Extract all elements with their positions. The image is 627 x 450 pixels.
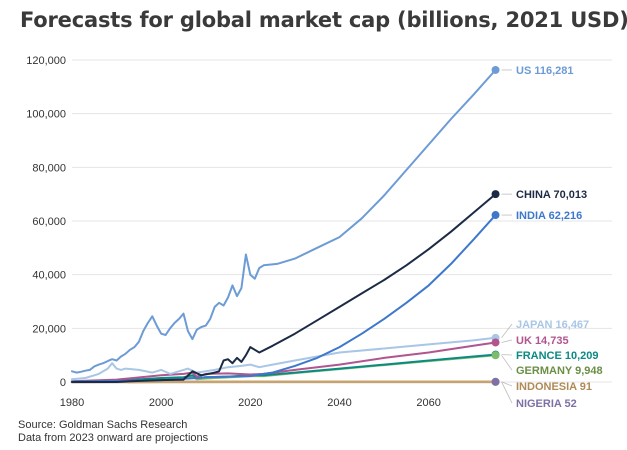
series-line-china (71, 193, 497, 383)
label-leader (501, 381, 513, 404)
y-tick-label: 80,000 (32, 162, 66, 174)
series-line-us (71, 69, 497, 374)
x-tick-label: 2040 (327, 397, 351, 409)
y-tick-label: 100,000 (26, 109, 66, 121)
end-marker-india (491, 211, 500, 220)
y-tick-label: 60,000 (32, 216, 66, 228)
label-leader (501, 381, 513, 387)
end-label-indonesia: INDONESIA 91 (516, 381, 592, 393)
end-marker-uk (491, 338, 500, 347)
x-tick-label: 1980 (60, 397, 84, 409)
chart-title: Forecasts for global market cap (billion… (20, 8, 627, 32)
end-marker-germany (491, 351, 500, 360)
label-leader (501, 323, 513, 339)
end-label-us: US 116,281 (516, 65, 574, 77)
y-tick-label: 120,000 (26, 55, 66, 67)
source-line: Source: Goldman Sachs Research (18, 419, 188, 431)
end-label-germany: GERMANY 9,948 (516, 365, 603, 377)
end-marker-china (491, 190, 500, 199)
label-leader (501, 339, 513, 343)
y-tick-label: 40,000 (32, 270, 66, 282)
end-label-china: CHINA 70,013 (516, 189, 587, 201)
x-tick-label: 2060 (416, 397, 440, 409)
y-tick-label: 20,000 (32, 323, 66, 335)
end-label-nigeria: NIGERIA 52 (516, 398, 577, 410)
series-line-india (71, 214, 497, 383)
end-label-japan: JAPAN 16,467 (516, 319, 589, 331)
end-label-france: FRANCE 10,209 (516, 350, 599, 362)
x-tick-label: 2020 (238, 397, 262, 409)
projection-note: Data from 2023 onward are projections (18, 432, 209, 444)
end-marker-nigeria (491, 377, 500, 386)
label-leader (501, 355, 513, 371)
end-marker-us (491, 65, 500, 74)
chart-source: Source: Goldman Sachs Research Data from… (18, 419, 208, 445)
end-label-india: INDIA 62,216 (516, 210, 582, 222)
x-tick-label: 2000 (149, 397, 173, 409)
series-line-uk (71, 341, 497, 383)
end-label-uk: UK 14,735 (516, 335, 569, 347)
y-tick-label: 0 (60, 377, 66, 389)
